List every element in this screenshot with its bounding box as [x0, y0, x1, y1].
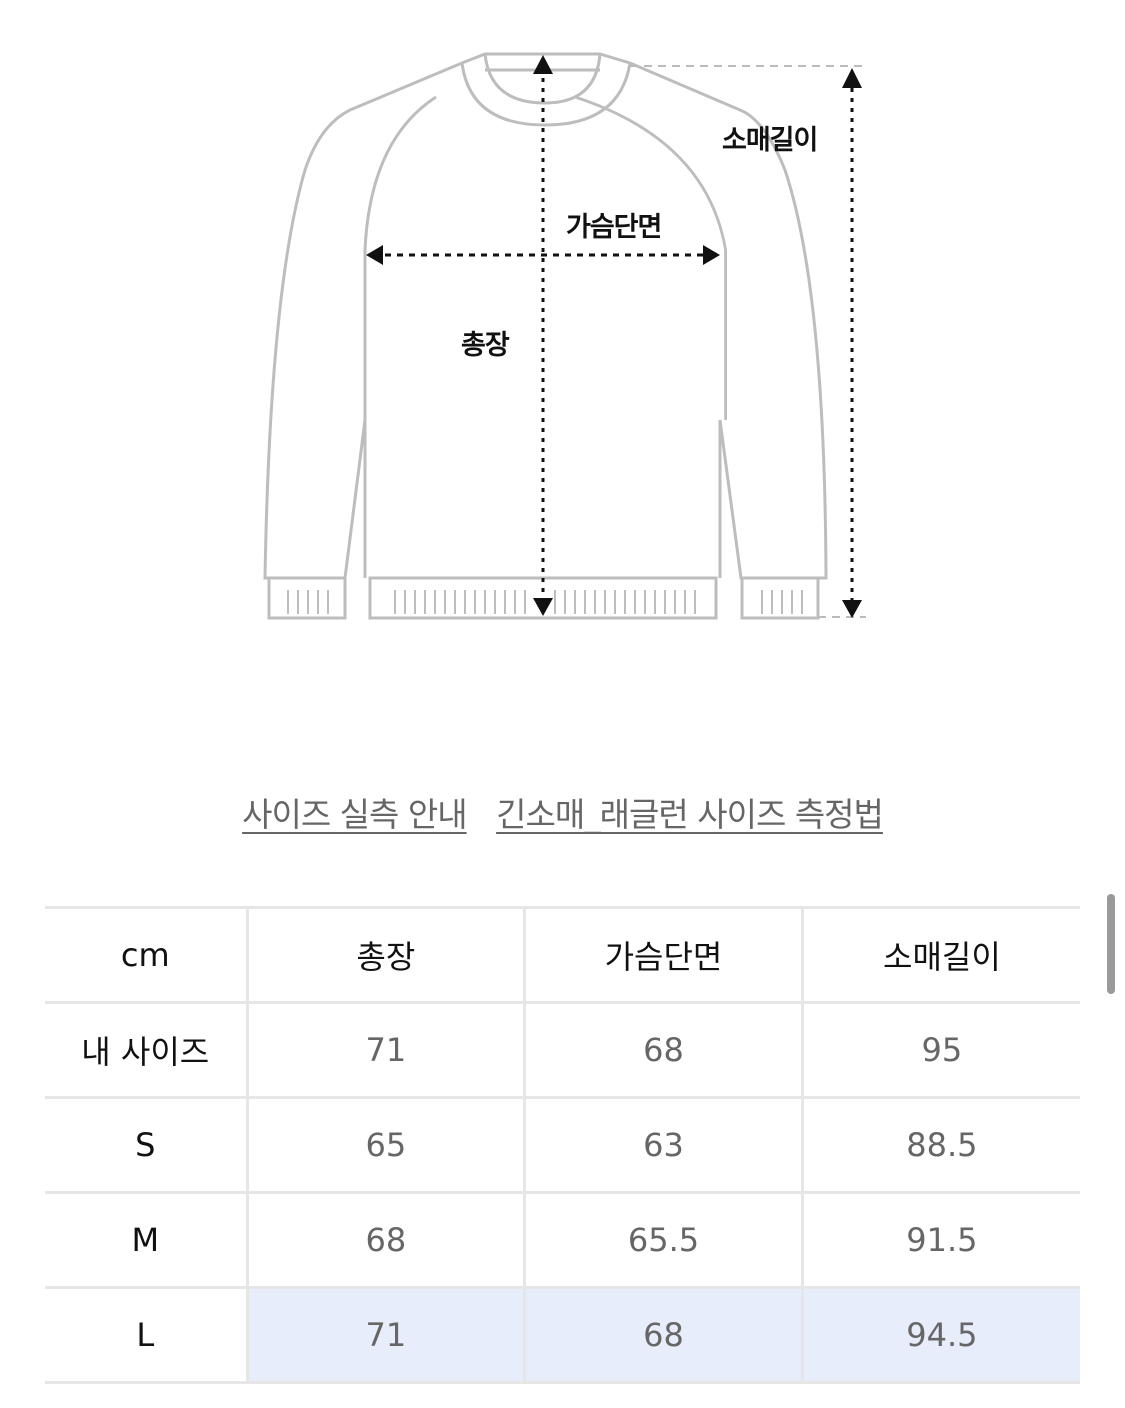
- header-sleeve-length: 소매길이: [800, 906, 1080, 1004]
- row-label: M: [45, 1191, 247, 1289]
- total-length-label: 총장: [461, 330, 510, 361]
- measurement-guides: [366, 55, 866, 618]
- table-row-s: S 65 63 88.5: [45, 1096, 1080, 1194]
- header-unit: cm: [45, 906, 247, 1004]
- size-measurement-guide-link[interactable]: 사이즈 실측 안내: [242, 795, 467, 834]
- chest-width-label: 가슴단면: [566, 212, 662, 243]
- raglan-measurement-method-link[interactable]: 긴소매_래글런 사이즈 측정법: [496, 795, 884, 834]
- row-label: L: [45, 1286, 247, 1384]
- cell-value: 68: [523, 1286, 803, 1384]
- cell-value: 65: [245, 1096, 525, 1194]
- cell-value: 95: [800, 1001, 1080, 1099]
- cell-value: 63: [523, 1096, 803, 1194]
- rib-lines: [287, 590, 803, 614]
- raglan-sweater-diagram: [263, 52, 866, 620]
- header-total-length: 총장: [245, 906, 525, 1004]
- scrollbar[interactable]: [1107, 894, 1115, 994]
- table-row-my-size: 내 사이즈 71 68 95: [45, 1001, 1080, 1099]
- table-row-l: L 71 68 94.5: [45, 1286, 1080, 1384]
- sleeve-length-label: 소매길이: [722, 125, 818, 156]
- sweater-outline: [263, 52, 828, 620]
- cell-value: 68: [245, 1191, 525, 1289]
- row-label: S: [45, 1096, 247, 1194]
- cell-value: 94.5: [800, 1286, 1080, 1384]
- cell-value: 68: [523, 1001, 803, 1099]
- cell-value: 71: [245, 1001, 525, 1099]
- table-header-row: cm 총장 가슴단면 소매길이: [45, 906, 1080, 1004]
- size-guide-links: 사이즈 실측 안내 긴소매_래글런 사이즈 측정법: [0, 788, 1125, 836]
- cell-value: 88.5: [800, 1096, 1080, 1194]
- cell-value: 91.5: [800, 1191, 1080, 1289]
- size-table: cm 총장 가슴단면 소매길이 내 사이즈 71 68 95 S 65 63 8…: [45, 906, 1080, 1384]
- cell-value: 65.5: [523, 1191, 803, 1289]
- cell-value: 71: [245, 1286, 525, 1384]
- header-chest-width: 가슴단면: [523, 906, 803, 1004]
- table-row-m: M 68 65.5 91.5: [45, 1191, 1080, 1289]
- row-label: 내 사이즈: [45, 1001, 247, 1099]
